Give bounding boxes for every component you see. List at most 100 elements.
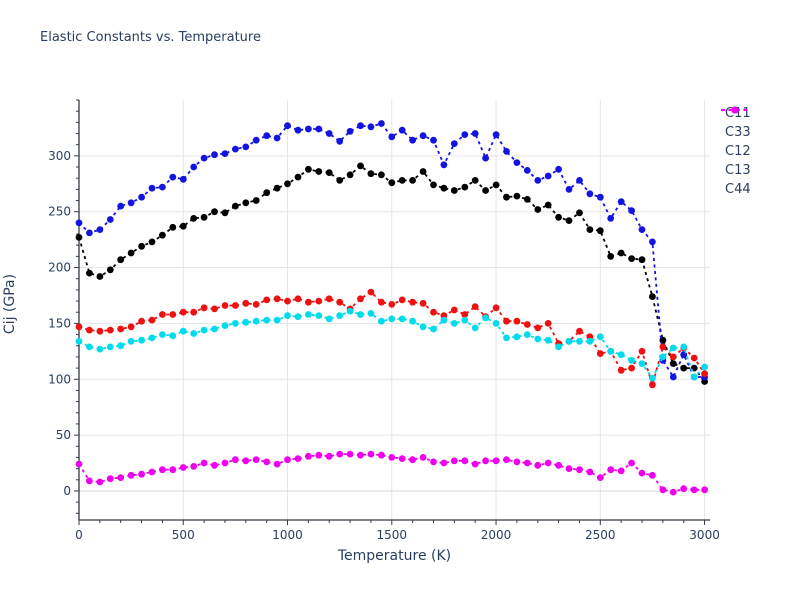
data-point-C12 bbox=[576, 327, 583, 335]
data-point-C12 bbox=[127, 323, 135, 331]
data-point-C12 bbox=[138, 317, 146, 325]
data-point-C33 bbox=[138, 193, 146, 201]
data-point-C44 bbox=[492, 457, 500, 465]
legend-entry-C13[interactable]: C13 bbox=[720, 106, 751, 180]
data-point-C11 bbox=[232, 202, 239, 210]
data-point-C11 bbox=[148, 238, 156, 246]
data-point-C11 bbox=[513, 192, 521, 200]
data-point-C13 bbox=[148, 334, 156, 342]
legend-entry-C12[interactable]: C12 bbox=[720, 106, 751, 161]
data-point-C12 bbox=[690, 354, 698, 362]
data-point-C12 bbox=[211, 305, 218, 313]
data-point-C44 bbox=[242, 457, 250, 465]
data-point-C13 bbox=[263, 316, 271, 324]
series-C13 bbox=[75, 307, 708, 382]
data-point-C11 bbox=[200, 213, 208, 221]
data-point-C13 bbox=[336, 312, 344, 319]
x-tick-label: 3000 bbox=[689, 528, 720, 542]
data-point-C44 bbox=[513, 458, 521, 466]
data-point-C12 bbox=[596, 350, 604, 357]
legend-entry-C33[interactable]: C33 bbox=[720, 106, 751, 142]
data-point-C11 bbox=[357, 162, 364, 170]
data-point-C13 bbox=[503, 334, 510, 342]
data-point-C44 bbox=[325, 452, 333, 460]
legend-entry-C44[interactable]: C44 bbox=[720, 106, 751, 199]
data-point-C13 bbox=[596, 333, 604, 341]
y-axis-title: Cij (GPa) bbox=[2, 273, 18, 335]
data-point-C12 bbox=[409, 298, 416, 306]
data-point-C12 bbox=[544, 320, 552, 327]
data-point-C44 bbox=[638, 469, 646, 477]
y-tick-label: 100 bbox=[48, 372, 71, 386]
data-point-C33 bbox=[492, 131, 500, 139]
data-point-C44 bbox=[461, 457, 469, 465]
data-point-C12 bbox=[221, 302, 229, 309]
series-C11 bbox=[75, 162, 708, 385]
data-point-C44 bbox=[357, 451, 364, 459]
data-point-C33 bbox=[305, 125, 312, 133]
data-point-C44 bbox=[482, 457, 489, 465]
data-point-C33 bbox=[284, 122, 291, 130]
data-point-C44 bbox=[117, 474, 125, 481]
data-point-C11 bbox=[503, 193, 510, 201]
data-point-C44 bbox=[273, 460, 281, 468]
data-point-C12 bbox=[263, 296, 271, 304]
data-point-C44 bbox=[367, 450, 375, 458]
data-point-C13 bbox=[367, 310, 375, 317]
data-point-C33 bbox=[169, 173, 177, 181]
data-point-C13 bbox=[398, 315, 406, 323]
data-point-C12 bbox=[659, 343, 667, 351]
data-point-C12 bbox=[649, 381, 656, 389]
data-point-C33 bbox=[388, 133, 396, 141]
data-point-C44 bbox=[471, 460, 479, 468]
data-point-C33 bbox=[586, 190, 594, 198]
legend-line-sample-C44 bbox=[721, 106, 749, 114]
data-point-C12 bbox=[232, 302, 239, 309]
data-point-C33 bbox=[523, 167, 531, 174]
data-point-C13 bbox=[555, 343, 562, 351]
data-point-C44 bbox=[336, 450, 344, 458]
data-point-C44 bbox=[284, 456, 291, 464]
data-point-C33 bbox=[555, 165, 562, 173]
x-tick-label: 2500 bbox=[585, 528, 616, 542]
x-tick-label: 0 bbox=[75, 528, 83, 542]
data-point-C12 bbox=[450, 306, 458, 314]
series-C44 bbox=[75, 450, 708, 496]
data-point-C33 bbox=[596, 193, 604, 201]
data-point-C12 bbox=[367, 288, 375, 296]
data-point-C11 bbox=[617, 249, 625, 257]
data-point-C44 bbox=[179, 464, 187, 471]
y-tick-label: 150 bbox=[48, 316, 71, 330]
data-point-C11 bbox=[138, 242, 146, 250]
data-point-C11 bbox=[523, 196, 531, 203]
data-point-C33 bbox=[649, 238, 656, 246]
data-point-C12 bbox=[294, 295, 302, 303]
data-point-C12 bbox=[398, 296, 406, 304]
series-C12 bbox=[75, 288, 708, 389]
data-point-C12 bbox=[96, 327, 104, 335]
data-point-C12 bbox=[357, 295, 364, 303]
data-point-C33 bbox=[242, 143, 250, 151]
data-point-C13 bbox=[659, 353, 667, 361]
data-point-C11 bbox=[576, 209, 583, 217]
data-point-C11 bbox=[398, 177, 406, 184]
data-point-C11 bbox=[471, 177, 479, 184]
legend-label: C44 bbox=[725, 182, 751, 197]
data-point-C11 bbox=[159, 231, 166, 239]
data-point-C44 bbox=[232, 456, 239, 464]
legend-label: C12 bbox=[725, 144, 751, 159]
data-point-C11 bbox=[336, 177, 344, 184]
data-point-C33 bbox=[576, 177, 583, 184]
data-point-C44 bbox=[690, 486, 698, 494]
data-point-C11 bbox=[440, 184, 448, 192]
data-point-C33 bbox=[398, 126, 406, 134]
data-point-C11 bbox=[378, 171, 385, 179]
data-point-C12 bbox=[336, 298, 344, 306]
data-point-C11 bbox=[544, 201, 552, 209]
data-point-C13 bbox=[357, 311, 364, 318]
data-point-C11 bbox=[211, 208, 218, 216]
data-point-C33 bbox=[409, 136, 416, 144]
data-point-C11 bbox=[628, 255, 635, 262]
data-point-C33 bbox=[378, 120, 385, 127]
